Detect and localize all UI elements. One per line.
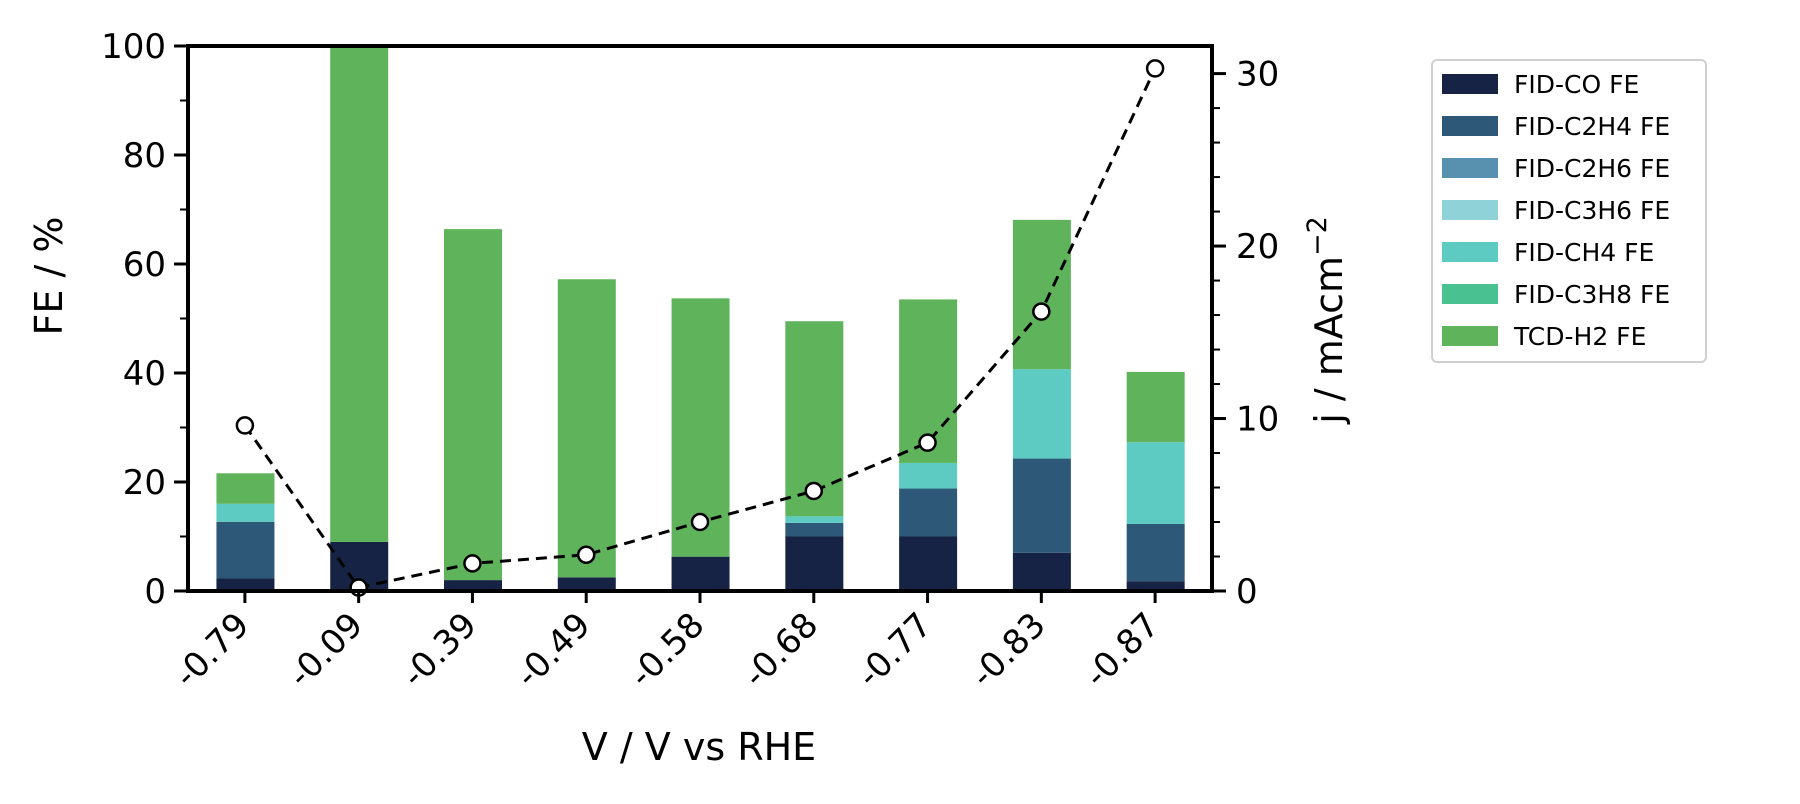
bar-7-series-4 (1012, 369, 1071, 459)
x-tick-label-6: -0.77 (849, 605, 939, 695)
bar-2-series-0 (444, 580, 502, 591)
legend-frame (1431, 59, 1707, 363)
bar-8-series-0 (1126, 581, 1185, 591)
bar-7-series-1 (1012, 458, 1071, 553)
bar-0-series-0 (216, 578, 275, 591)
current-density-point-5 (804, 481, 824, 501)
line-layer (235, 59, 1165, 597)
y-tick-label-1: 20 (123, 463, 166, 503)
legend-swatch-5 (1442, 284, 1498, 304)
x-tick-label-5: -0.68 (736, 605, 826, 695)
current-density-point-8 (1145, 59, 1165, 78)
y-tick-label-0: 0 (144, 572, 166, 612)
y-axis-right-title: j / mAcm−2 (1302, 216, 1351, 425)
x-tick-label-7: -0.83 (963, 605, 1053, 695)
bar-3-series-6 (557, 279, 616, 578)
bar-8-series-1 (1126, 523, 1185, 582)
legend-swatch-6 (1442, 326, 1498, 346)
labels-layer: V / V vs RHE FE / % j / mAcm−2 (27, 216, 1351, 769)
bar-5-series-1 (785, 522, 844, 537)
current-density-point-6 (918, 433, 937, 452)
bar-3-series-0 (557, 577, 616, 591)
current-density-point-3 (576, 545, 596, 565)
legend-label-3: FID-C3H6 FE (1514, 196, 1670, 225)
x-axis-title: V / V vs RHE (582, 725, 816, 769)
legend-label-4: FID-CH4 FE (1514, 238, 1654, 267)
legend-label-0: FID-CO FE (1514, 70, 1639, 99)
current-density-point-7 (1032, 302, 1051, 321)
bar-2-series-6 (444, 229, 502, 581)
y-right-tick-label-2: 20 (1236, 227, 1279, 267)
bars-layer (216, 46, 1185, 591)
y-tick-label-4: 80 (123, 136, 166, 176)
y-axis-title: FE / % (27, 217, 71, 336)
legend-swatch-1 (1442, 116, 1498, 136)
y-right-tick-label-0: 0 (1236, 572, 1258, 612)
x-tick-label-0: -0.79 (167, 605, 257, 695)
y-tick-label-2: 40 (123, 354, 166, 394)
x-tick-label-1: -0.09 (281, 605, 371, 695)
bar-6-series-4 (899, 462, 958, 489)
legend-swatch-4 (1442, 242, 1498, 262)
bar-8-series-6 (1126, 371, 1185, 443)
legend-label-6: TCD-H2 FE (1513, 322, 1646, 351)
legend-swatch-2 (1442, 158, 1498, 178)
x-tick-label-4: -0.58 (622, 605, 712, 695)
bar-5-series-4 (785, 516, 844, 523)
legend: FID-CO FE FID-C2H4 FE FID-C2H6 FE FID-C3H6 … (1431, 59, 1707, 363)
legend-label-5: FID-C3H8 FE (1514, 280, 1670, 309)
y-right-tick-label-3: 30 (1236, 55, 1279, 95)
legend-swatch-0 (1442, 74, 1498, 94)
current-density-point-0 (235, 416, 255, 435)
y-right-tick-label-1: 10 (1236, 400, 1279, 440)
current-density-point-4 (690, 512, 710, 532)
bar-6-series-0 (899, 536, 958, 591)
legend-swatch-3 (1442, 200, 1498, 220)
bar-1-series-6 (330, 46, 389, 542)
current-density-point-2 (463, 554, 482, 573)
legend-label-1: FID-C2H4 FE (1514, 112, 1670, 141)
bar-7-series-0 (1012, 552, 1071, 591)
y-axis-right-title-main: j / mAcm (1307, 256, 1351, 425)
bar-0-series-1 (216, 521, 275, 579)
bar-6-series-1 (899, 488, 958, 537)
x-tick-label-2: -0.39 (394, 605, 484, 695)
bar-0-series-4 (216, 503, 275, 522)
y-axis-right-title-sup: −2 (1302, 216, 1333, 256)
bar-8-series-4 (1126, 442, 1185, 524)
legend-label-2: FID-C2H6 FE (1514, 154, 1670, 183)
bar-4-series-0 (671, 556, 730, 591)
y-tick-label-3: 60 (123, 245, 166, 285)
y-tick-label-5: 100 (101, 27, 166, 67)
bar-5-series-0 (785, 536, 844, 591)
x-tick-label-8: -0.87 (1077, 605, 1167, 695)
bar-0-series-6 (216, 473, 275, 504)
x-tick-label-3: -0.49 (508, 605, 598, 695)
bar-7-series-6 (1012, 219, 1071, 370)
